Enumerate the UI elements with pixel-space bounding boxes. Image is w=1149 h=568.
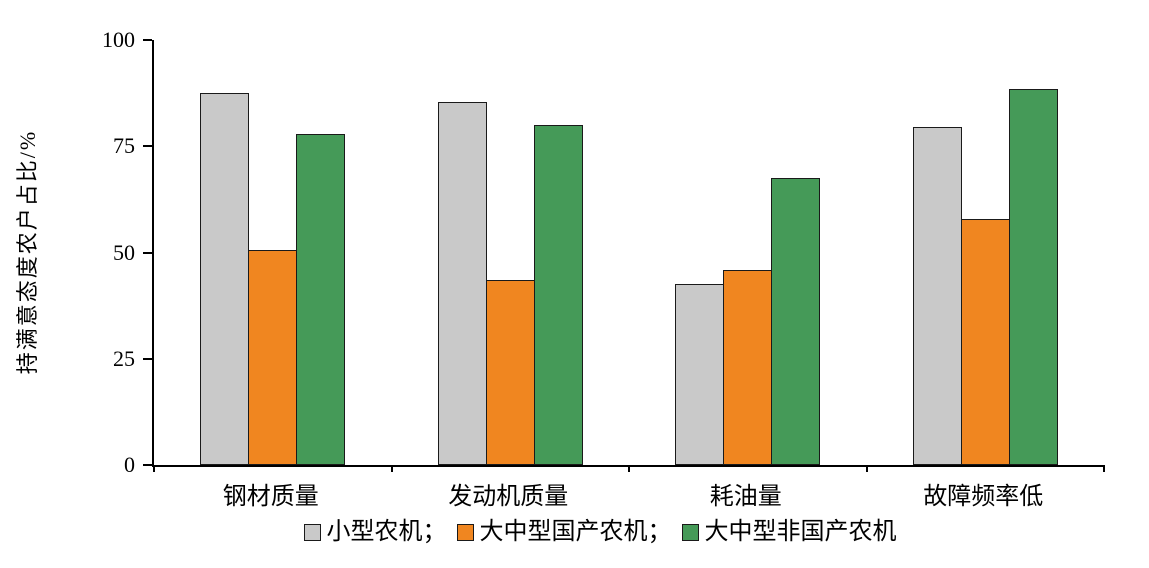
y-tick-mark: [143, 251, 152, 254]
bar-small-machinery: [437, 101, 487, 465]
x-tick-mark: [153, 465, 155, 472]
y-tick-mark: [143, 464, 152, 466]
bar-groups: [154, 40, 1104, 465]
legend-label: 大中型国产农机；: [479, 519, 672, 545]
bar-non-domestic-large-medium: [296, 133, 346, 465]
legend-item-non-domestic-large-medium: 大中型非国产农机: [681, 519, 897, 545]
bar-domestic-large-medium: [248, 250, 298, 465]
bar-small-machinery: [912, 127, 962, 465]
x-category-label: 故障频率低: [923, 484, 1044, 510]
bar-non-domestic-large-medium: [771, 178, 821, 465]
bar-small-machinery: [675, 284, 725, 465]
y-tick: 100: [102, 29, 152, 51]
y-tick-mark: [143, 357, 152, 360]
bar-group: [867, 40, 1105, 465]
y-axis-title: 持满意态度农户占比/%: [15, 129, 40, 375]
x-tick-mark: [1103, 465, 1105, 472]
bar-small-machinery: [200, 93, 250, 465]
x-category-label: 耗油量: [709, 484, 782, 510]
y-tick-mark: [143, 145, 152, 148]
bar-domestic-large-medium: [723, 269, 773, 465]
y-tick-label: 25: [113, 345, 135, 371]
y-tick-mark: [143, 39, 152, 41]
y-tick: 25: [113, 345, 152, 371]
legend-label: 大中型非国产农机: [704, 519, 897, 545]
legend-swatch-icon: [681, 523, 699, 541]
y-tick: 0: [124, 454, 152, 476]
y-tick-label: 75: [113, 133, 135, 159]
plot-area: 0 25 50 75 100: [102, 29, 1105, 476]
bar-non-domestic-large-medium: [1008, 88, 1058, 465]
bar-group: [154, 40, 392, 465]
legend-item-domestic-large-medium: 大中型国产农机；: [456, 519, 672, 545]
x-tick-mark: [390, 465, 393, 472]
legend: 小型农机； 大中型国产农机； 大中型非国产农机: [100, 520, 1100, 544]
bar-domestic-large-medium: [960, 218, 1010, 465]
y-tick-label: 100: [102, 27, 135, 52]
bar-group: [392, 40, 630, 465]
legend-swatch-icon: [456, 523, 474, 541]
x-category-label: 发动机质量: [448, 484, 569, 510]
legend-item-small-machinery: 小型农机；: [303, 519, 447, 545]
y-tick: 75: [113, 135, 152, 157]
x-tick-mark: [865, 465, 868, 472]
bar-group: [629, 40, 867, 465]
legend-label: 小型农机；: [326, 519, 447, 545]
bar-domestic-large-medium: [485, 280, 535, 465]
y-tick-label: 50: [113, 239, 135, 265]
x-tick-mark: [628, 465, 630, 472]
y-tick-label: 0: [124, 452, 135, 477]
legend-swatch-icon: [303, 523, 321, 541]
y-tick: 50: [113, 239, 152, 265]
bar-non-domestic-large-medium: [533, 125, 583, 465]
x-axis-labels: 钢材质量 发动机质量 耗油量 故障频率低: [152, 476, 1102, 511]
x-category-label: 钢材质量: [222, 484, 319, 510]
